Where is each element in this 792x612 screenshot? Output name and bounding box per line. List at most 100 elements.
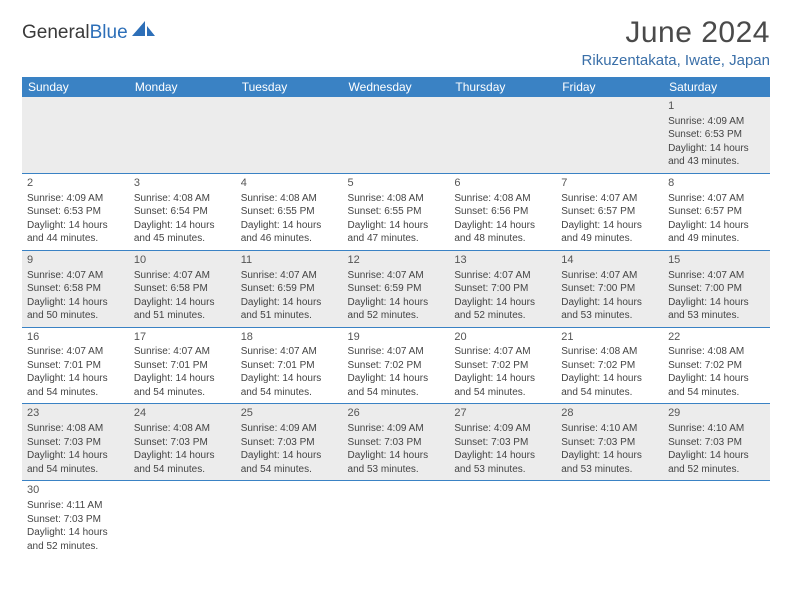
day-cell: 27Sunrise: 4:09 AMSunset: 7:03 PMDayligh… <box>449 404 556 481</box>
daylight-line: Daylight: 14 hours and 53 minutes. <box>454 449 551 476</box>
sunrise-line: Sunrise: 4:07 AM <box>134 269 231 283</box>
daylight-line: Daylight: 14 hours and 54 minutes. <box>134 372 231 399</box>
week-row: 1Sunrise: 4:09 AMSunset: 6:53 PMDaylight… <box>22 97 770 173</box>
day-cell: 13Sunrise: 4:07 AMSunset: 7:00 PMDayligh… <box>449 250 556 327</box>
sunrise-line: Sunrise: 4:07 AM <box>27 269 124 283</box>
sunset-line: Sunset: 7:02 PM <box>668 359 765 373</box>
sunset-line: Sunset: 7:03 PM <box>668 436 765 450</box>
day-number: 13 <box>454 253 551 268</box>
day-cell: 17Sunrise: 4:07 AMSunset: 7:01 PMDayligh… <box>129 327 236 404</box>
calendar-body: 1Sunrise: 4:09 AMSunset: 6:53 PMDaylight… <box>22 97 770 557</box>
sunset-line: Sunset: 6:59 PM <box>241 282 338 296</box>
day-cell: 11Sunrise: 4:07 AMSunset: 6:59 PMDayligh… <box>236 250 343 327</box>
day-number: 11 <box>241 253 338 268</box>
brand-text: GeneralBlue <box>22 22 128 44</box>
day-cell: 16Sunrise: 4:07 AMSunset: 7:01 PMDayligh… <box>22 327 129 404</box>
sunset-line: Sunset: 6:56 PM <box>454 205 551 219</box>
header: GeneralBlue June 2024 Rikuzentakata, Iwa… <box>22 16 770 69</box>
daylight-line: Daylight: 14 hours and 44 minutes. <box>27 219 124 246</box>
weekday-wednesday: Wednesday <box>343 77 450 97</box>
week-row: 16Sunrise: 4:07 AMSunset: 7:01 PMDayligh… <box>22 327 770 404</box>
day-number: 29 <box>668 406 765 421</box>
sunset-line: Sunset: 7:03 PM <box>348 436 445 450</box>
sunrise-line: Sunrise: 4:08 AM <box>134 422 231 436</box>
sunrise-line: Sunrise: 4:07 AM <box>348 269 445 283</box>
day-number: 27 <box>454 406 551 421</box>
empty-cell <box>663 481 770 557</box>
sunset-line: Sunset: 7:03 PM <box>27 513 124 527</box>
weekday-saturday: Saturday <box>663 77 770 97</box>
daylight-line: Daylight: 14 hours and 54 minutes. <box>27 372 124 399</box>
empty-cell <box>129 481 236 557</box>
sunrise-line: Sunrise: 4:07 AM <box>668 192 765 206</box>
day-number: 4 <box>241 176 338 191</box>
day-cell: 10Sunrise: 4:07 AMSunset: 6:58 PMDayligh… <box>129 250 236 327</box>
sunset-line: Sunset: 7:03 PM <box>134 436 231 450</box>
sunrise-line: Sunrise: 4:08 AM <box>134 192 231 206</box>
day-number: 23 <box>27 406 124 421</box>
daylight-line: Daylight: 14 hours and 52 minutes. <box>27 526 124 553</box>
sunrise-line: Sunrise: 4:08 AM <box>668 345 765 359</box>
sunset-line: Sunset: 6:58 PM <box>134 282 231 296</box>
weekday-sunday: Sunday <box>22 77 129 97</box>
week-row: 30Sunrise: 4:11 AMSunset: 7:03 PMDayligh… <box>22 481 770 557</box>
day-cell: 20Sunrise: 4:07 AMSunset: 7:02 PMDayligh… <box>449 327 556 404</box>
daylight-line: Daylight: 14 hours and 47 minutes. <box>348 219 445 246</box>
daylight-line: Daylight: 14 hours and 54 minutes. <box>348 372 445 399</box>
daylight-line: Daylight: 14 hours and 50 minutes. <box>27 296 124 323</box>
sunset-line: Sunset: 6:58 PM <box>27 282 124 296</box>
sunset-line: Sunset: 7:00 PM <box>454 282 551 296</box>
sunrise-line: Sunrise: 4:09 AM <box>668 115 765 129</box>
brand-part1: General <box>22 22 90 43</box>
daylight-line: Daylight: 14 hours and 52 minutes. <box>454 296 551 323</box>
daylight-line: Daylight: 14 hours and 54 minutes. <box>134 449 231 476</box>
month-title: June 2024 <box>582 16 770 50</box>
day-cell: 26Sunrise: 4:09 AMSunset: 7:03 PMDayligh… <box>343 404 450 481</box>
daylight-line: Daylight: 14 hours and 51 minutes. <box>134 296 231 323</box>
sunrise-line: Sunrise: 4:07 AM <box>241 345 338 359</box>
sunrise-line: Sunrise: 4:07 AM <box>241 269 338 283</box>
daylight-line: Daylight: 14 hours and 53 minutes. <box>348 449 445 476</box>
day-number: 5 <box>348 176 445 191</box>
sunset-line: Sunset: 7:01 PM <box>241 359 338 373</box>
sunrise-line: Sunrise: 4:08 AM <box>348 192 445 206</box>
brand-logo: GeneralBlue <box>22 22 157 44</box>
sunset-line: Sunset: 7:03 PM <box>561 436 658 450</box>
sunrise-line: Sunrise: 4:11 AM <box>27 499 124 513</box>
day-number: 14 <box>561 253 658 268</box>
day-number: 1 <box>668 99 765 114</box>
day-cell: 19Sunrise: 4:07 AMSunset: 7:02 PMDayligh… <box>343 327 450 404</box>
day-cell: 21Sunrise: 4:08 AMSunset: 7:02 PMDayligh… <box>556 327 663 404</box>
day-cell: 23Sunrise: 4:08 AMSunset: 7:03 PMDayligh… <box>22 404 129 481</box>
day-cell: 6Sunrise: 4:08 AMSunset: 6:56 PMDaylight… <box>449 173 556 250</box>
empty-cell <box>556 97 663 173</box>
sunrise-line: Sunrise: 4:07 AM <box>348 345 445 359</box>
sunrise-line: Sunrise: 4:07 AM <box>561 192 658 206</box>
sunrise-line: Sunrise: 4:09 AM <box>348 422 445 436</box>
empty-cell <box>22 97 129 173</box>
day-cell: 4Sunrise: 4:08 AMSunset: 6:55 PMDaylight… <box>236 173 343 250</box>
day-cell: 30Sunrise: 4:11 AMSunset: 7:03 PMDayligh… <box>22 481 129 557</box>
sunset-line: Sunset: 7:00 PM <box>668 282 765 296</box>
day-number: 6 <box>454 176 551 191</box>
day-number: 9 <box>27 253 124 268</box>
day-number: 7 <box>561 176 658 191</box>
day-number: 8 <box>668 176 765 191</box>
day-cell: 2Sunrise: 4:09 AMSunset: 6:53 PMDaylight… <box>22 173 129 250</box>
day-cell: 29Sunrise: 4:10 AMSunset: 7:03 PMDayligh… <box>663 404 770 481</box>
week-row: 2Sunrise: 4:09 AMSunset: 6:53 PMDaylight… <box>22 173 770 250</box>
day-number: 30 <box>27 483 124 498</box>
sunrise-line: Sunrise: 4:08 AM <box>561 345 658 359</box>
weekday-tuesday: Tuesday <box>236 77 343 97</box>
sunset-line: Sunset: 7:01 PM <box>27 359 124 373</box>
header-right: June 2024 Rikuzentakata, Iwate, Japan <box>582 16 770 69</box>
calendar-table: SundayMondayTuesdayWednesdayThursdayFrid… <box>22 77 770 557</box>
empty-cell <box>556 481 663 557</box>
sunset-line: Sunset: 6:57 PM <box>561 205 658 219</box>
sunrise-line: Sunrise: 4:07 AM <box>454 345 551 359</box>
day-number: 20 <box>454 330 551 345</box>
day-cell: 8Sunrise: 4:07 AMSunset: 6:57 PMDaylight… <box>663 173 770 250</box>
location-text: Rikuzentakata, Iwate, Japan <box>582 52 770 69</box>
daylight-line: Daylight: 14 hours and 51 minutes. <box>241 296 338 323</box>
day-cell: 9Sunrise: 4:07 AMSunset: 6:58 PMDaylight… <box>22 250 129 327</box>
